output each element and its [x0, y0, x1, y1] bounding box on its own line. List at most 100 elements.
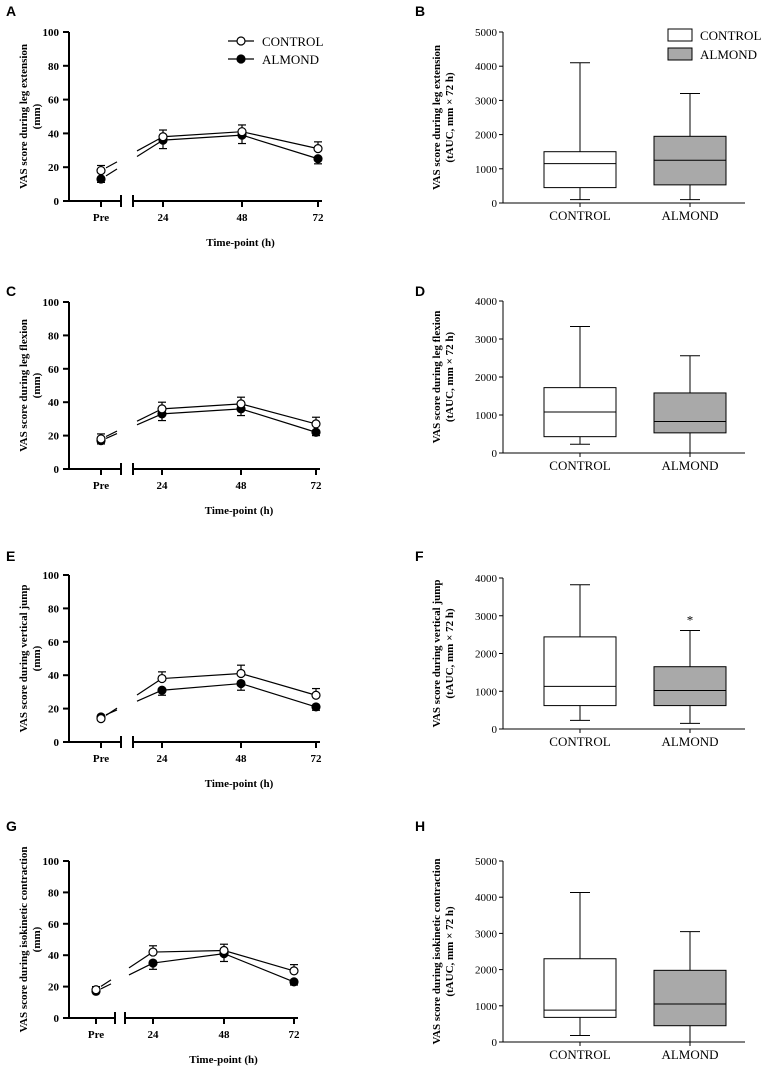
- y-axis-label-line: VAS score during leg extension: [18, 44, 30, 189]
- data-point: [289, 966, 299, 976]
- series-control: [91, 943, 299, 995]
- panel-label: F: [415, 548, 424, 564]
- legend-swatch: [667, 47, 693, 61]
- data-point: [91, 985, 101, 995]
- y-axis-label-line: (tAUC, mm × 72 h): [444, 906, 456, 997]
- panel-label: G: [6, 818, 17, 834]
- box-iqr: [543, 958, 617, 1018]
- series-line: [100, 979, 112, 987]
- x-tick-label: 48: [219, 1029, 231, 1041]
- box-control: [543, 62, 617, 201]
- y-tick-label: 2000: [475, 965, 498, 977]
- y-axis-label-line: (mm): [31, 103, 43, 129]
- y-tick-label: 5000: [475, 856, 498, 868]
- series-almond: [96, 130, 323, 184]
- y-tick-label: 80: [48, 603, 60, 615]
- panel-g: G 0 20 40 60 80 100 Pre 24 48 72 VAS score during i…: [6, 818, 300, 1066]
- panel-c: C 0 20 40 60 80 100 Pre 24 48 72 VAS score during l…: [6, 283, 322, 517]
- y-tick-label: 1000: [475, 164, 498, 176]
- data-point: [236, 399, 246, 409]
- panel-h: H 0 1000 2000 3000 4000 5000 CONTROL ALMOND VAS s…: [415, 818, 745, 1062]
- x-tick-label: 72: [313, 212, 325, 224]
- legend: CONTROL ALMOND: [228, 34, 323, 67]
- category-label: ALMOND: [661, 1047, 718, 1062]
- legend-entry: CONTROL: [700, 28, 761, 43]
- series-line: [128, 951, 154, 969]
- x-tick-label: 48: [236, 753, 248, 765]
- series-line: [136, 136, 164, 152]
- data-point: [157, 673, 167, 684]
- data-point: [311, 427, 321, 437]
- legend-swatch: [667, 28, 693, 42]
- box-iqr: [653, 392, 727, 434]
- series-almond: [91, 949, 299, 996]
- series-line: [105, 430, 118, 438]
- box-almond: [653, 355, 727, 454]
- data-point: [148, 958, 158, 968]
- y-tick-label: 40: [48, 128, 60, 140]
- data-point: [236, 678, 246, 689]
- x-tick-label: 72: [289, 1029, 301, 1041]
- box-iqr: [543, 636, 617, 707]
- y-tick-label: 40: [48, 950, 60, 962]
- y-tick-label: 3000: [475, 928, 498, 940]
- panel-f: F 0 1000 2000 3000 4000 CONTROL ALMOND VAS score…: [415, 548, 745, 749]
- x-tick-label: 72: [311, 480, 323, 492]
- data-point: [96, 434, 106, 444]
- y-axis-label: VAS score during leg flexion(mm): [18, 319, 43, 452]
- box-almond: [653, 629, 727, 724]
- category-label: CONTROL: [549, 734, 610, 749]
- x-tick-label: Pre: [88, 1029, 104, 1041]
- y-tick-label: 100: [43, 297, 60, 309]
- data-point: [96, 174, 106, 184]
- box-almond: [653, 931, 727, 1043]
- y-tick-label: 60: [48, 364, 60, 376]
- x-axis-label: Time-point (h): [206, 237, 275, 249]
- y-tick-label: 20: [48, 982, 60, 994]
- x-tick-label: Pre: [93, 212, 109, 224]
- y-axis-label-line: VAS score during isokinetic contraction: [431, 859, 443, 1045]
- category-label: ALMOND: [661, 734, 718, 749]
- y-tick-label: 2000: [475, 130, 498, 142]
- data-point: [157, 404, 167, 414]
- y-tick-label: 0: [492, 1037, 498, 1049]
- x-tick-label: Pre: [93, 480, 109, 492]
- y-tick-label: 0: [492, 448, 498, 460]
- y-tick-label: 0: [54, 196, 60, 208]
- data-point: [236, 668, 246, 679]
- y-tick-label: 5000: [475, 27, 498, 39]
- x-axis-label: Time-point (h): [205, 505, 274, 517]
- panel-label: C: [6, 283, 16, 299]
- panel-label: B: [415, 3, 425, 19]
- x-tick-label: 24: [158, 212, 170, 224]
- data-point: [311, 702, 321, 712]
- panel-b: B 0 1000 2000 3000 4000 5000 CONTROL ALMOND VAS s…: [415, 3, 761, 223]
- series-line: [136, 139, 164, 157]
- y-tick-label: 4000: [475, 61, 498, 73]
- y-axis-label-line: (mm): [31, 926, 43, 952]
- box-control: [543, 584, 617, 721]
- series-line: [105, 161, 118, 169]
- y-tick-label: 4000: [475, 573, 498, 585]
- y-axis-label-line: (tAUC, mm × 72 h): [444, 608, 456, 699]
- data-point: [96, 714, 106, 724]
- y-axis-label-line: VAS score during vertical jump: [431, 579, 443, 727]
- category-label: CONTROL: [549, 208, 610, 223]
- y-tick-label: 40: [48, 670, 60, 682]
- box-control: [543, 325, 617, 445]
- y-tick-label: 1000: [475, 410, 498, 422]
- data-point: [158, 132, 168, 142]
- y-axis-label: VAS score during isokinetic contraction(…: [431, 859, 456, 1045]
- y-tick-label: 80: [48, 887, 60, 899]
- y-tick-label: 100: [43, 856, 60, 868]
- series-almond: [96, 678, 321, 722]
- y-tick-label: 20: [48, 162, 60, 174]
- data-point: [96, 165, 106, 176]
- y-tick-label: 0: [492, 724, 498, 736]
- data-point: [219, 945, 229, 956]
- y-tick-label: 3000: [475, 334, 498, 346]
- y-tick-label: 60: [48, 637, 60, 649]
- significance-marker: *: [687, 612, 694, 627]
- y-tick-label: 40: [48, 397, 60, 409]
- y-axis-label-line: (mm): [31, 645, 43, 671]
